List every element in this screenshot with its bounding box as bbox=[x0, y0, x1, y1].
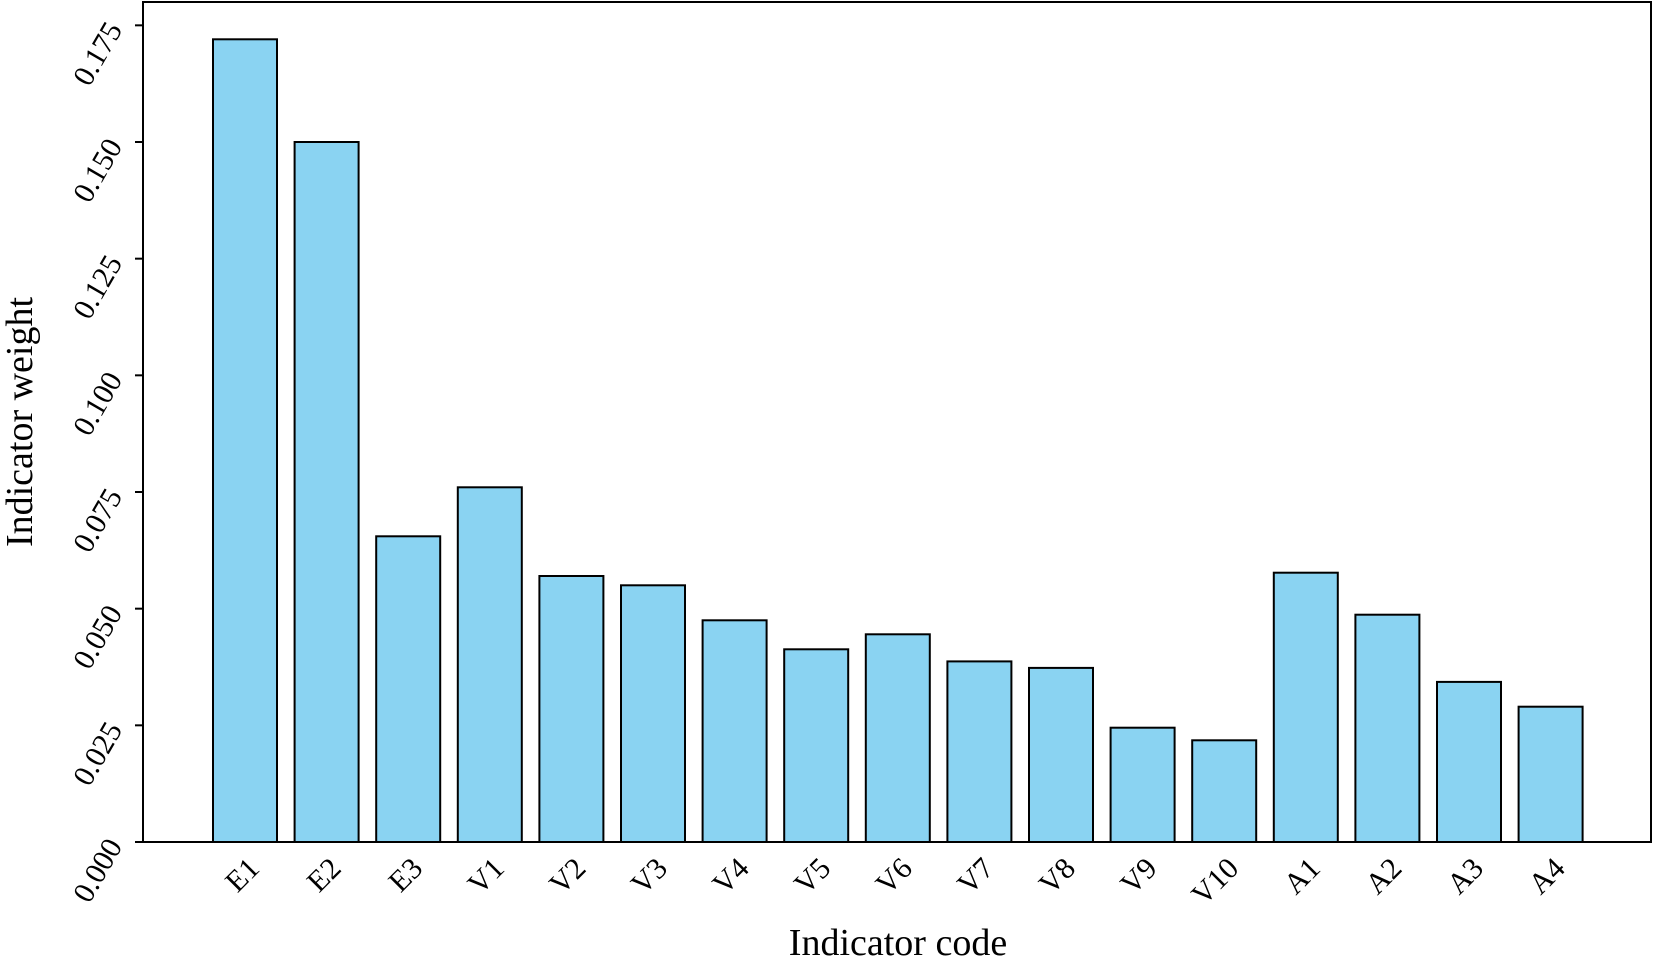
bar-v10 bbox=[1191, 739, 1258, 843]
y-tick-label: 0.075 bbox=[67, 483, 129, 558]
x-tick-label: A1 bbox=[1277, 852, 1326, 901]
x-axis-title: Indicator code bbox=[789, 922, 1007, 962]
bar-v2 bbox=[538, 575, 605, 843]
x-tick-label: A4 bbox=[1522, 852, 1571, 901]
x-tick-label: V2 bbox=[543, 852, 592, 901]
y-tick-label: 0.025 bbox=[67, 716, 129, 791]
x-tick-label: A2 bbox=[1359, 852, 1408, 901]
x-tick-label: V9 bbox=[1114, 852, 1163, 901]
bar-v7 bbox=[946, 660, 1013, 844]
y-axis-title: Indicator weight bbox=[0, 297, 41, 548]
x-axis: E1 E2 E3 V1 V2 V3 V4 V5 V6 V7 V8 V9 V10 A1 A2 A3 A4 bbox=[219, 852, 1572, 912]
y-tick-label: 0.050 bbox=[67, 600, 129, 675]
bar-v5 bbox=[783, 648, 850, 843]
bar-a1 bbox=[1272, 571, 1339, 843]
x-tick-label: V5 bbox=[788, 852, 837, 901]
x-tick-label: V1 bbox=[461, 852, 510, 901]
bar-e3 bbox=[375, 535, 442, 843]
x-tick-label: V3 bbox=[625, 852, 674, 901]
x-tick-label: V10 bbox=[1185, 852, 1245, 912]
x-tick-label: E2 bbox=[301, 852, 348, 899]
bar-a3 bbox=[1436, 680, 1502, 844]
x-tick-label: V4 bbox=[706, 852, 755, 901]
bar-e2 bbox=[293, 141, 360, 843]
x-tick-label: A3 bbox=[1441, 852, 1490, 901]
bar-a2 bbox=[1354, 613, 1421, 844]
bar-v4 bbox=[701, 619, 768, 843]
bar-v3 bbox=[620, 584, 686, 843]
bar-v1 bbox=[456, 486, 523, 843]
bar-v9 bbox=[1109, 726, 1176, 844]
y-tick-label: 0.125 bbox=[67, 250, 129, 325]
x-tick-label: V7 bbox=[951, 852, 1000, 901]
x-tick-label: E3 bbox=[382, 852, 429, 899]
bars-layer bbox=[212, 38, 1584, 844]
x-tick-label: V6 bbox=[869, 852, 918, 901]
bar-a4 bbox=[1517, 705, 1584, 844]
bar-v6 bbox=[864, 633, 931, 843]
x-tick-label: E1 bbox=[219, 852, 266, 899]
plot-frame bbox=[142, 1, 1652, 843]
bar-e1 bbox=[212, 38, 278, 844]
y-tick-label: 0.150 bbox=[67, 133, 129, 208]
y-axis: 0.000 0.025 0.050 0.075 0.100 0.125 0.150 0.175 bbox=[67, 16, 143, 908]
y-tick-label: 0.000 bbox=[67, 833, 129, 908]
bar-v8 bbox=[1028, 666, 1094, 844]
y-tick-label: 0.175 bbox=[67, 16, 129, 91]
x-tick-label: V8 bbox=[1033, 852, 1082, 901]
y-tick-label: 0.100 bbox=[67, 366, 129, 441]
